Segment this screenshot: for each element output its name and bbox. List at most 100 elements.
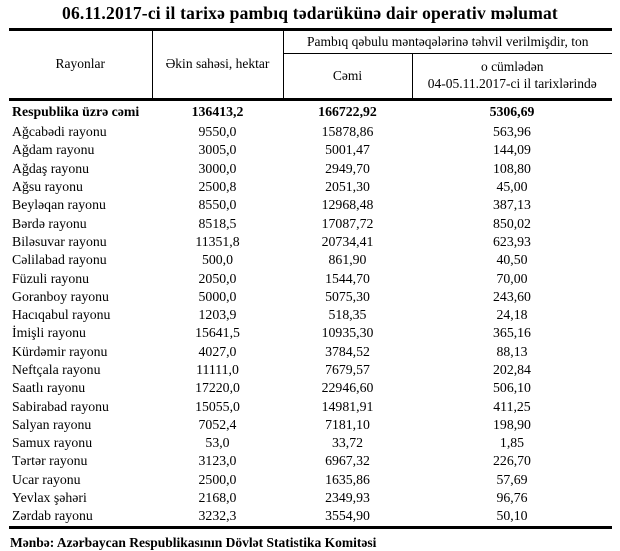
total-value: 14981,91	[321, 398, 374, 414]
recent-value: 623,93	[493, 233, 531, 249]
region-name: Ağsu rayonu	[12, 179, 83, 195]
recent-value: 563,96	[493, 124, 531, 140]
region-name: Ağdam rayonu	[12, 142, 95, 158]
area-value: 17220,0	[195, 380, 240, 396]
total-value: 5001,47	[325, 142, 370, 158]
recent-value: 57,69	[496, 471, 528, 487]
table-row: Zərdab rayonu 3232,3 3554,90 50,10	[9, 507, 612, 529]
region-name: Ağdaş rayonu	[12, 160, 90, 176]
area-value: 3005,0	[198, 142, 237, 158]
region-name: Beyləqan rayonu	[12, 197, 106, 213]
region-name: Samux rayonu	[12, 435, 93, 451]
area-value: 3000,0	[198, 160, 237, 176]
recent-value: 70,00	[496, 270, 528, 286]
recent-value: 40,50	[496, 252, 528, 268]
column-header-area: Əkin sahəsi, hektar	[152, 28, 284, 101]
total-value: 33,72	[331, 435, 364, 451]
total-value: 5075,30	[325, 288, 370, 304]
region-name: İmişli rayonu	[12, 325, 86, 341]
total-value: 17087,72	[321, 215, 374, 231]
column-header-delivered-group: Pambıq qəbulu məntəqələrinə təhvil veril…	[283, 28, 612, 54]
area-value: 500,0	[201, 252, 234, 268]
including-label-line1: o cümlədən	[480, 59, 544, 75]
total-value: 2949,70	[325, 160, 370, 176]
area-value: 5000,0	[198, 288, 237, 304]
area-value: 53,0	[205, 435, 230, 451]
area-value: 2500,8	[198, 179, 237, 195]
recent-value: 365,16	[493, 325, 531, 341]
area-value: 1203,9	[198, 307, 237, 323]
area-value: 4027,0	[198, 343, 237, 359]
area-value: 11351,8	[195, 233, 240, 249]
table-row: Tərtər rayonu 3123,0 6967,32 226,70	[9, 452, 612, 470]
page-title: 06.11.2017-ci il tarixə pambıq tədarükün…	[62, 3, 558, 23]
table-row: Ucar rayonu 2500,0 1635,86 57,69	[9, 471, 612, 489]
table-row: Samux rayonu 53,0 33,72 1,85	[9, 434, 612, 452]
table-row: Biləsuvar rayonu 11351,8 20734,41 623,93	[9, 233, 612, 251]
table-row: İmişli rayonu 15641,5 10935,30 365,16	[9, 324, 612, 342]
region-name: Respublika üzrə cəmi	[12, 104, 140, 119]
total-value: 7181,10	[325, 416, 370, 432]
area-value: 3123,0	[198, 453, 237, 469]
total-value: 3784,52	[325, 343, 370, 359]
total-value: 22946,60	[321, 380, 374, 396]
table-row: Neftçala rayonu 11111,0 7679,57 202,84	[9, 361, 612, 379]
recent-value: 202,84	[493, 362, 531, 377]
recent-value: 108,80	[493, 160, 531, 176]
area-value: 2168,0	[198, 490, 237, 506]
area-value: 136413,2	[191, 104, 244, 119]
region-name: Zərdab rayonu	[9, 507, 152, 529]
total-value: 518,35	[328, 307, 367, 323]
region-name: Hacıqabul rayonu	[12, 307, 111, 323]
area-value: 3232,3	[152, 507, 283, 529]
table-row: Beyləqan rayonu 8550,0 12968,48 387,13	[9, 196, 612, 214]
region-name: Ucar rayonu	[12, 471, 81, 487]
total-value: 166722,92	[318, 104, 377, 119]
table-row: Hacıqabul rayonu 1203,9 518,35 24,18	[9, 306, 612, 324]
table-row: Goranboy rayonu 5000,0 5075,30 243,60	[9, 288, 612, 306]
total-value: 861,90	[328, 252, 367, 268]
recent-value: 198,90	[493, 416, 531, 432]
recent-value: 506,10	[493, 380, 531, 396]
table-row: Bərdə rayonu 8518,5 17087,72 850,02	[9, 214, 612, 232]
table-row: Sabirabad rayonu 15055,0 14981,91 411,25	[9, 397, 612, 415]
region-name: Cəlilabad rayonu	[12, 252, 107, 268]
column-header-regions: Rayonlar	[9, 28, 153, 101]
region-name: Yevlax şəhəri	[12, 490, 87, 506]
total-value: 1635,86	[325, 471, 370, 487]
recent-value: 50,10	[412, 507, 612, 529]
table-row: Kürdəmir rayonu 4027,0 3784,52 88,13	[9, 343, 612, 361]
table-row: Saatlı rayonu 17220,0 22946,60 506,10	[9, 379, 612, 397]
table-row: Cəlilabad rayonu 500,0 861,90 40,50	[9, 251, 612, 269]
region-name: Biləsuvar rayonu	[12, 233, 107, 249]
table-row: Ağcabədi rayonu 9550,0 15878,86 563,96	[9, 123, 612, 141]
region-name: Bərdə rayonu	[12, 215, 87, 231]
cotton-procurement-table: Rayonlar Əkin sahəsi, hektar Pambıq qəbu…	[9, 28, 612, 529]
table-row: Respublika üzrə cəmi 136413,2 166722,92 …	[9, 100, 612, 124]
table-row: Salyan rayonu 7052,4 7181,10 198,90	[9, 416, 612, 434]
recent-value: 96,76	[496, 490, 528, 506]
recent-value: 243,60	[493, 288, 531, 304]
recent-value: 387,13	[493, 197, 531, 213]
area-value: 2050,0	[198, 270, 237, 286]
recent-value: 45,00	[496, 179, 528, 195]
table-row: Yevlax şəhəri 2168,0 2349,93 96,76	[9, 489, 612, 507]
total-value: 3554,90	[283, 507, 412, 529]
region-name: Goranboy rayonu	[12, 288, 109, 304]
recent-value: 1,85	[499, 435, 525, 451]
area-value: 8550,0	[198, 197, 237, 213]
table-row: Füzuli rayonu 2050,0 1544,70 70,00	[9, 269, 612, 287]
total-value: 6967,32	[325, 453, 370, 469]
region-name: Sabirabad rayonu	[12, 398, 109, 414]
region-name: Füzuli rayonu	[12, 270, 90, 286]
region-name: Tərtər rayonu	[12, 453, 88, 469]
recent-value: 24,18	[496, 307, 528, 323]
area-value: 15641,5	[195, 325, 240, 341]
recent-value: 411,25	[493, 398, 531, 414]
total-value: 12968,48	[321, 197, 374, 213]
total-value: 2349,93	[325, 490, 370, 506]
area-value: 11111,0	[196, 362, 239, 377]
total-value: 2051,30	[325, 179, 370, 195]
table-row: Ağsu rayonu 2500,8 2051,30 45,00	[9, 178, 612, 196]
